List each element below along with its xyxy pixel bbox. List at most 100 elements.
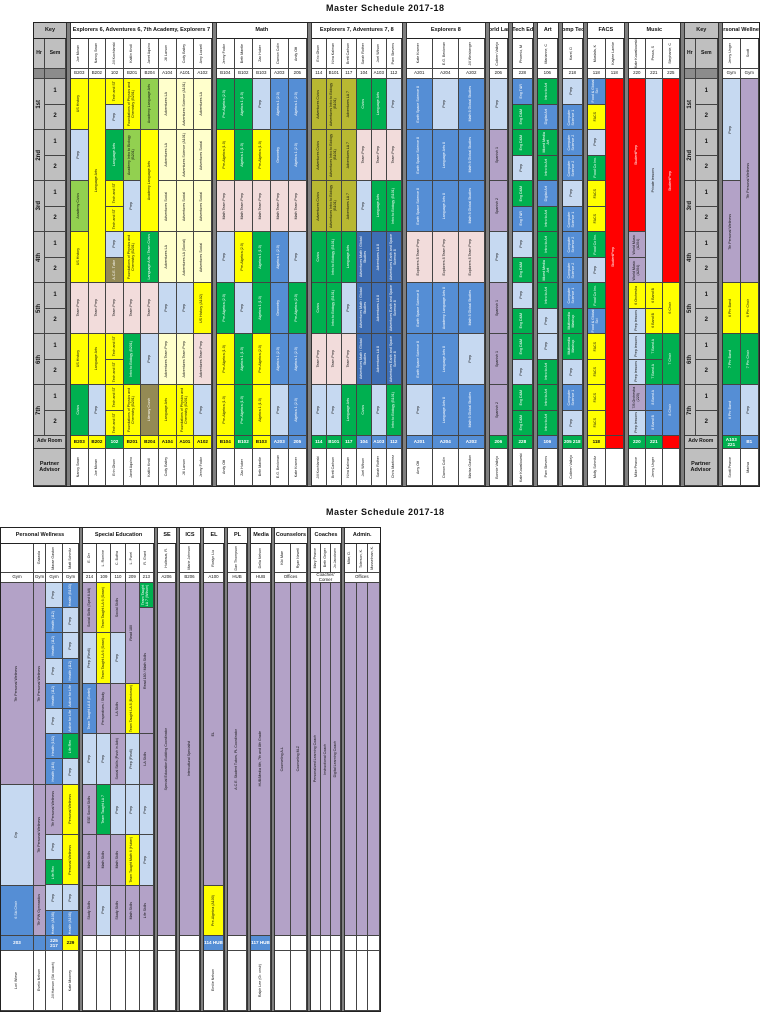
class-block[interactable]: Intro to Biology (B201) — [123, 334, 142, 385]
class-block[interactable]: StudentPrep — [662, 79, 680, 283]
class-block[interactable]: 7 Band A — [645, 334, 663, 360]
class-block[interactable]: Algebra 1 (2.0) — [288, 385, 307, 436]
class-block[interactable]: Explorers 8 Team Prep — [406, 232, 433, 283]
class-block[interactable]: Math 8 Global Studies — [458, 385, 485, 436]
class-block[interactable]: Prep — [562, 410, 583, 436]
class-block[interactable]: Adventures Math / Global Studies — [356, 283, 372, 334]
class-block[interactable]: Academy Civics — [71, 181, 89, 232]
class-block[interactable]: Math Skills — [125, 885, 140, 936]
class-block[interactable]: Prep — [489, 232, 508, 283]
class-block[interactable]: Prep — [288, 232, 307, 283]
class-block[interactable]: Prep — [722, 79, 741, 181]
class-block[interactable]: Social Skills — [111, 583, 126, 634]
class-block[interactable]: Prep — [587, 130, 606, 156]
class-block[interactable]: Tech and ST — [106, 206, 124, 232]
class-block[interactable]: Adventures LA — [194, 79, 212, 130]
class-block[interactable]: 6 Phr Choir — [740, 283, 759, 334]
class-block[interactable]: Civics — [311, 283, 327, 334]
class-block[interactable]: Intro to Art — [537, 206, 558, 232]
class-block[interactable]: Active for Life — [63, 683, 79, 710]
class-block[interactable]: Foundations of Physics and Chemistry (B2… — [123, 385, 142, 436]
class-block[interactable]: 7/8 Orchestra (220) — [628, 385, 646, 411]
class-block[interactable]: Eng T&R — [512, 79, 533, 105]
class-block[interactable]: Social Skills (Sped 6 Alt) — [83, 583, 98, 634]
class-block[interactable]: Math 8 Global Studies — [458, 283, 485, 334]
class-block[interactable]: 6 Band B — [645, 308, 663, 334]
class-block[interactable]: Pre-Algebra (1.0) — [216, 334, 235, 385]
class-block[interactable]: Prep — [311, 385, 327, 436]
class-block[interactable]: Adventures LA — [158, 79, 177, 130]
class-block[interactable]: Algebra 1 (2.0) — [288, 79, 307, 130]
class-block[interactable]: Team Prep — [106, 283, 124, 334]
class-block[interactable]: World Music (A204) — [628, 257, 646, 283]
class-block[interactable]: Prep (Flex6) — [125, 734, 140, 785]
class-block[interactable]: Personal Wellness — [63, 835, 79, 886]
class-block[interactable]: StudentPrep — [628, 79, 646, 232]
class-block[interactable]: Team Taught Math 6 (Huber) — [125, 835, 140, 886]
class-block[interactable]: Pre-Algebra (1.0) — [216, 385, 235, 436]
class-block[interactable]: Eng D&M — [512, 104, 533, 130]
class-block[interactable]: FACS — [587, 410, 606, 436]
class-block[interactable]: Civics — [356, 79, 372, 130]
class-block[interactable]: Pre-Algebra (1.0) — [252, 130, 271, 181]
class-block[interactable]: Adventures Social — [194, 181, 212, 232]
class-block[interactable]: Earth Space Science 8 — [406, 334, 433, 385]
class-block[interactable]: Team Taught LA 8 (Bartel) — [83, 683, 98, 735]
class-block[interactable]: Pre-Algebra (2.0) — [288, 283, 307, 334]
class-block[interactable]: Pre-Algebra (2.0) — [234, 232, 253, 283]
class-block[interactable]: Prep — [158, 283, 177, 334]
class-block[interactable]: Pre-Algebra (1.0) — [216, 130, 235, 181]
class-block[interactable]: Computer Science 2 — [562, 232, 583, 258]
class-block[interactable]: Intro to Biology (B101) — [386, 385, 402, 436]
class-block[interactable]: Civics — [71, 385, 89, 436]
class-block[interactable]: US History — [71, 79, 89, 130]
class-block[interactable]: Academy Language Arts 8 — [432, 283, 459, 334]
class-block[interactable]: Computer Science 1 — [562, 206, 583, 232]
class-block[interactable]: Algebra 1 (2.0) — [288, 334, 307, 385]
class-block[interactable]: Adventures Civics — [311, 181, 327, 232]
class-block[interactable]: Team Prep — [123, 283, 142, 334]
class-block[interactable]: Prep — [562, 79, 583, 105]
class-block[interactable]: 7th Personal Wellness — [46, 784, 63, 836]
class-block[interactable]: Prep — [88, 385, 107, 436]
class-block[interactable]: Computer Science 2 — [562, 155, 583, 181]
class-block[interactable]: 7th Personal Wellness — [34, 784, 46, 886]
class-block[interactable]: 7 Choir — [662, 334, 680, 385]
class-block[interactable]: Computer Science 2 — [562, 130, 583, 156]
class-block[interactable]: Language Arts — [88, 79, 107, 283]
class-block[interactable]: Food & Global Sci — [587, 79, 606, 105]
class-block[interactable]: Intro to Art — [537, 232, 558, 258]
class-block[interactable] — [356, 583, 368, 936]
class-block[interactable]: FACS — [587, 359, 606, 385]
class-block[interactable]: Life Rec — [63, 734, 79, 760]
class-block[interactable]: Math Skills — [97, 835, 112, 886]
class-block[interactable]: Adventures Civics — [311, 79, 327, 130]
class-block[interactable]: 7 Phr Choir — [740, 334, 759, 385]
class-block[interactable]: 7th Personal Wellness — [740, 79, 759, 283]
class-block[interactable]: Private lessons — [645, 79, 663, 283]
class-block[interactable]: Life Skills — [139, 885, 154, 936]
class-block[interactable]: Math 8 Global Studies — [458, 181, 485, 232]
class-block[interactable]: Geometry — [270, 130, 289, 181]
class-block[interactable]: Read 180 — [125, 583, 140, 684]
class-block[interactable]: 6 Phr Band — [722, 385, 741, 436]
class-block[interactable] — [368, 583, 380, 936]
class-block[interactable]: Math Team Prep — [288, 181, 307, 232]
class-block[interactable]: Health (112) — [46, 633, 63, 659]
class-block[interactable]: Pre-Algebra (A100) — [204, 885, 224, 936]
class-block[interactable]: Study Skills — [83, 885, 98, 936]
class-block[interactable]: Health (A108) — [63, 910, 79, 936]
class-block[interactable]: LA Skills — [139, 734, 154, 785]
class-block[interactable]: Prep — [106, 232, 124, 258]
class-block[interactable]: Team Prep — [311, 334, 327, 385]
class-block[interactable]: Personal Wellness — [63, 784, 79, 836]
class-block[interactable]: Spanish 2 — [489, 385, 508, 436]
class-block[interactable]: Health (112) — [63, 658, 79, 684]
class-block[interactable]: 8 Band B — [645, 410, 663, 436]
class-block[interactable]: Food & Global Sci — [587, 308, 606, 334]
class-block[interactable]: Health (116) — [46, 759, 63, 785]
class-block[interactable]: Intro to Art — [537, 359, 558, 385]
class-block[interactable]: Prep — [125, 784, 140, 836]
class-block[interactable]: Prep — [123, 181, 142, 232]
class-block[interactable]: Health (A108) — [46, 910, 63, 936]
